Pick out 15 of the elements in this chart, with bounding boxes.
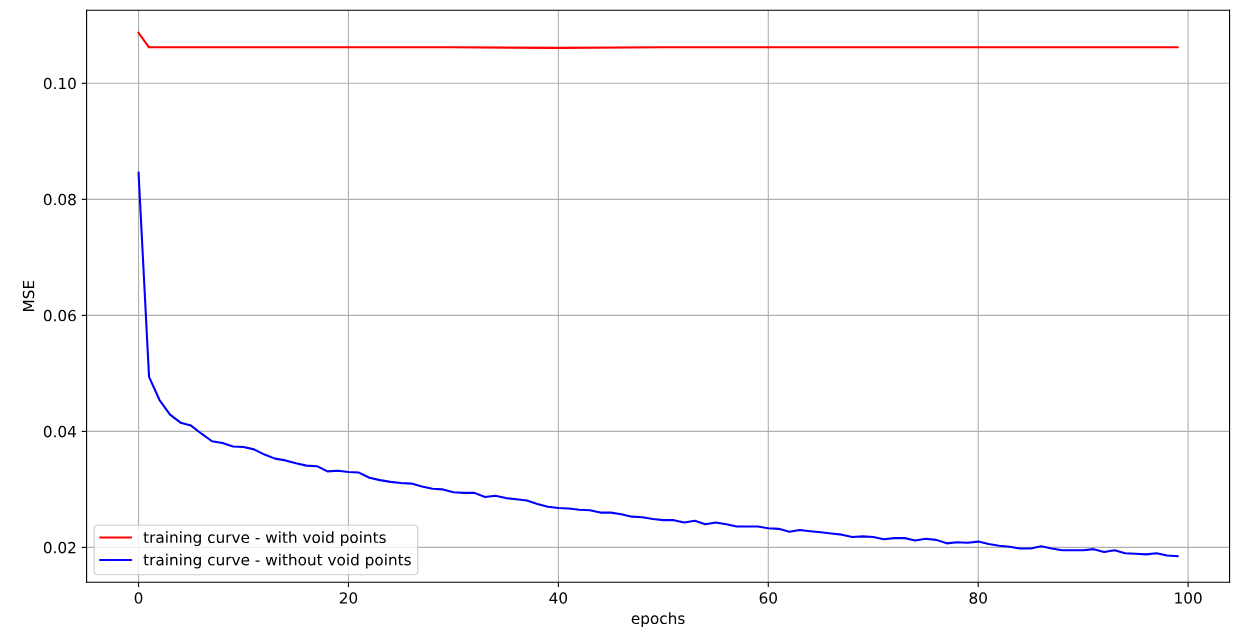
- y-tick-label: 0.06: [43, 309, 76, 322]
- y-tick-label: 0.10: [43, 77, 76, 90]
- x-tick-label: 80: [969, 592, 987, 604]
- x-tick-label: 100: [1175, 592, 1202, 604]
- legend-label: training curve - with void points: [143, 531, 386, 547]
- legend-label: training curve - without void points: [143, 553, 411, 569]
- x-axis-title: epochs: [631, 612, 685, 628]
- y-tick-label: 0.02: [43, 541, 76, 554]
- y-axis-title: MSE: [22, 280, 35, 311]
- y-tick-label: 0.08: [43, 193, 76, 206]
- x-tick-label: 40: [549, 592, 568, 604]
- x-tick-label: 20: [339, 592, 358, 604]
- x-tick-label: 0: [134, 592, 143, 604]
- y-tick-label: 0.04: [43, 425, 77, 438]
- x-tick-label: 60: [759, 592, 777, 604]
